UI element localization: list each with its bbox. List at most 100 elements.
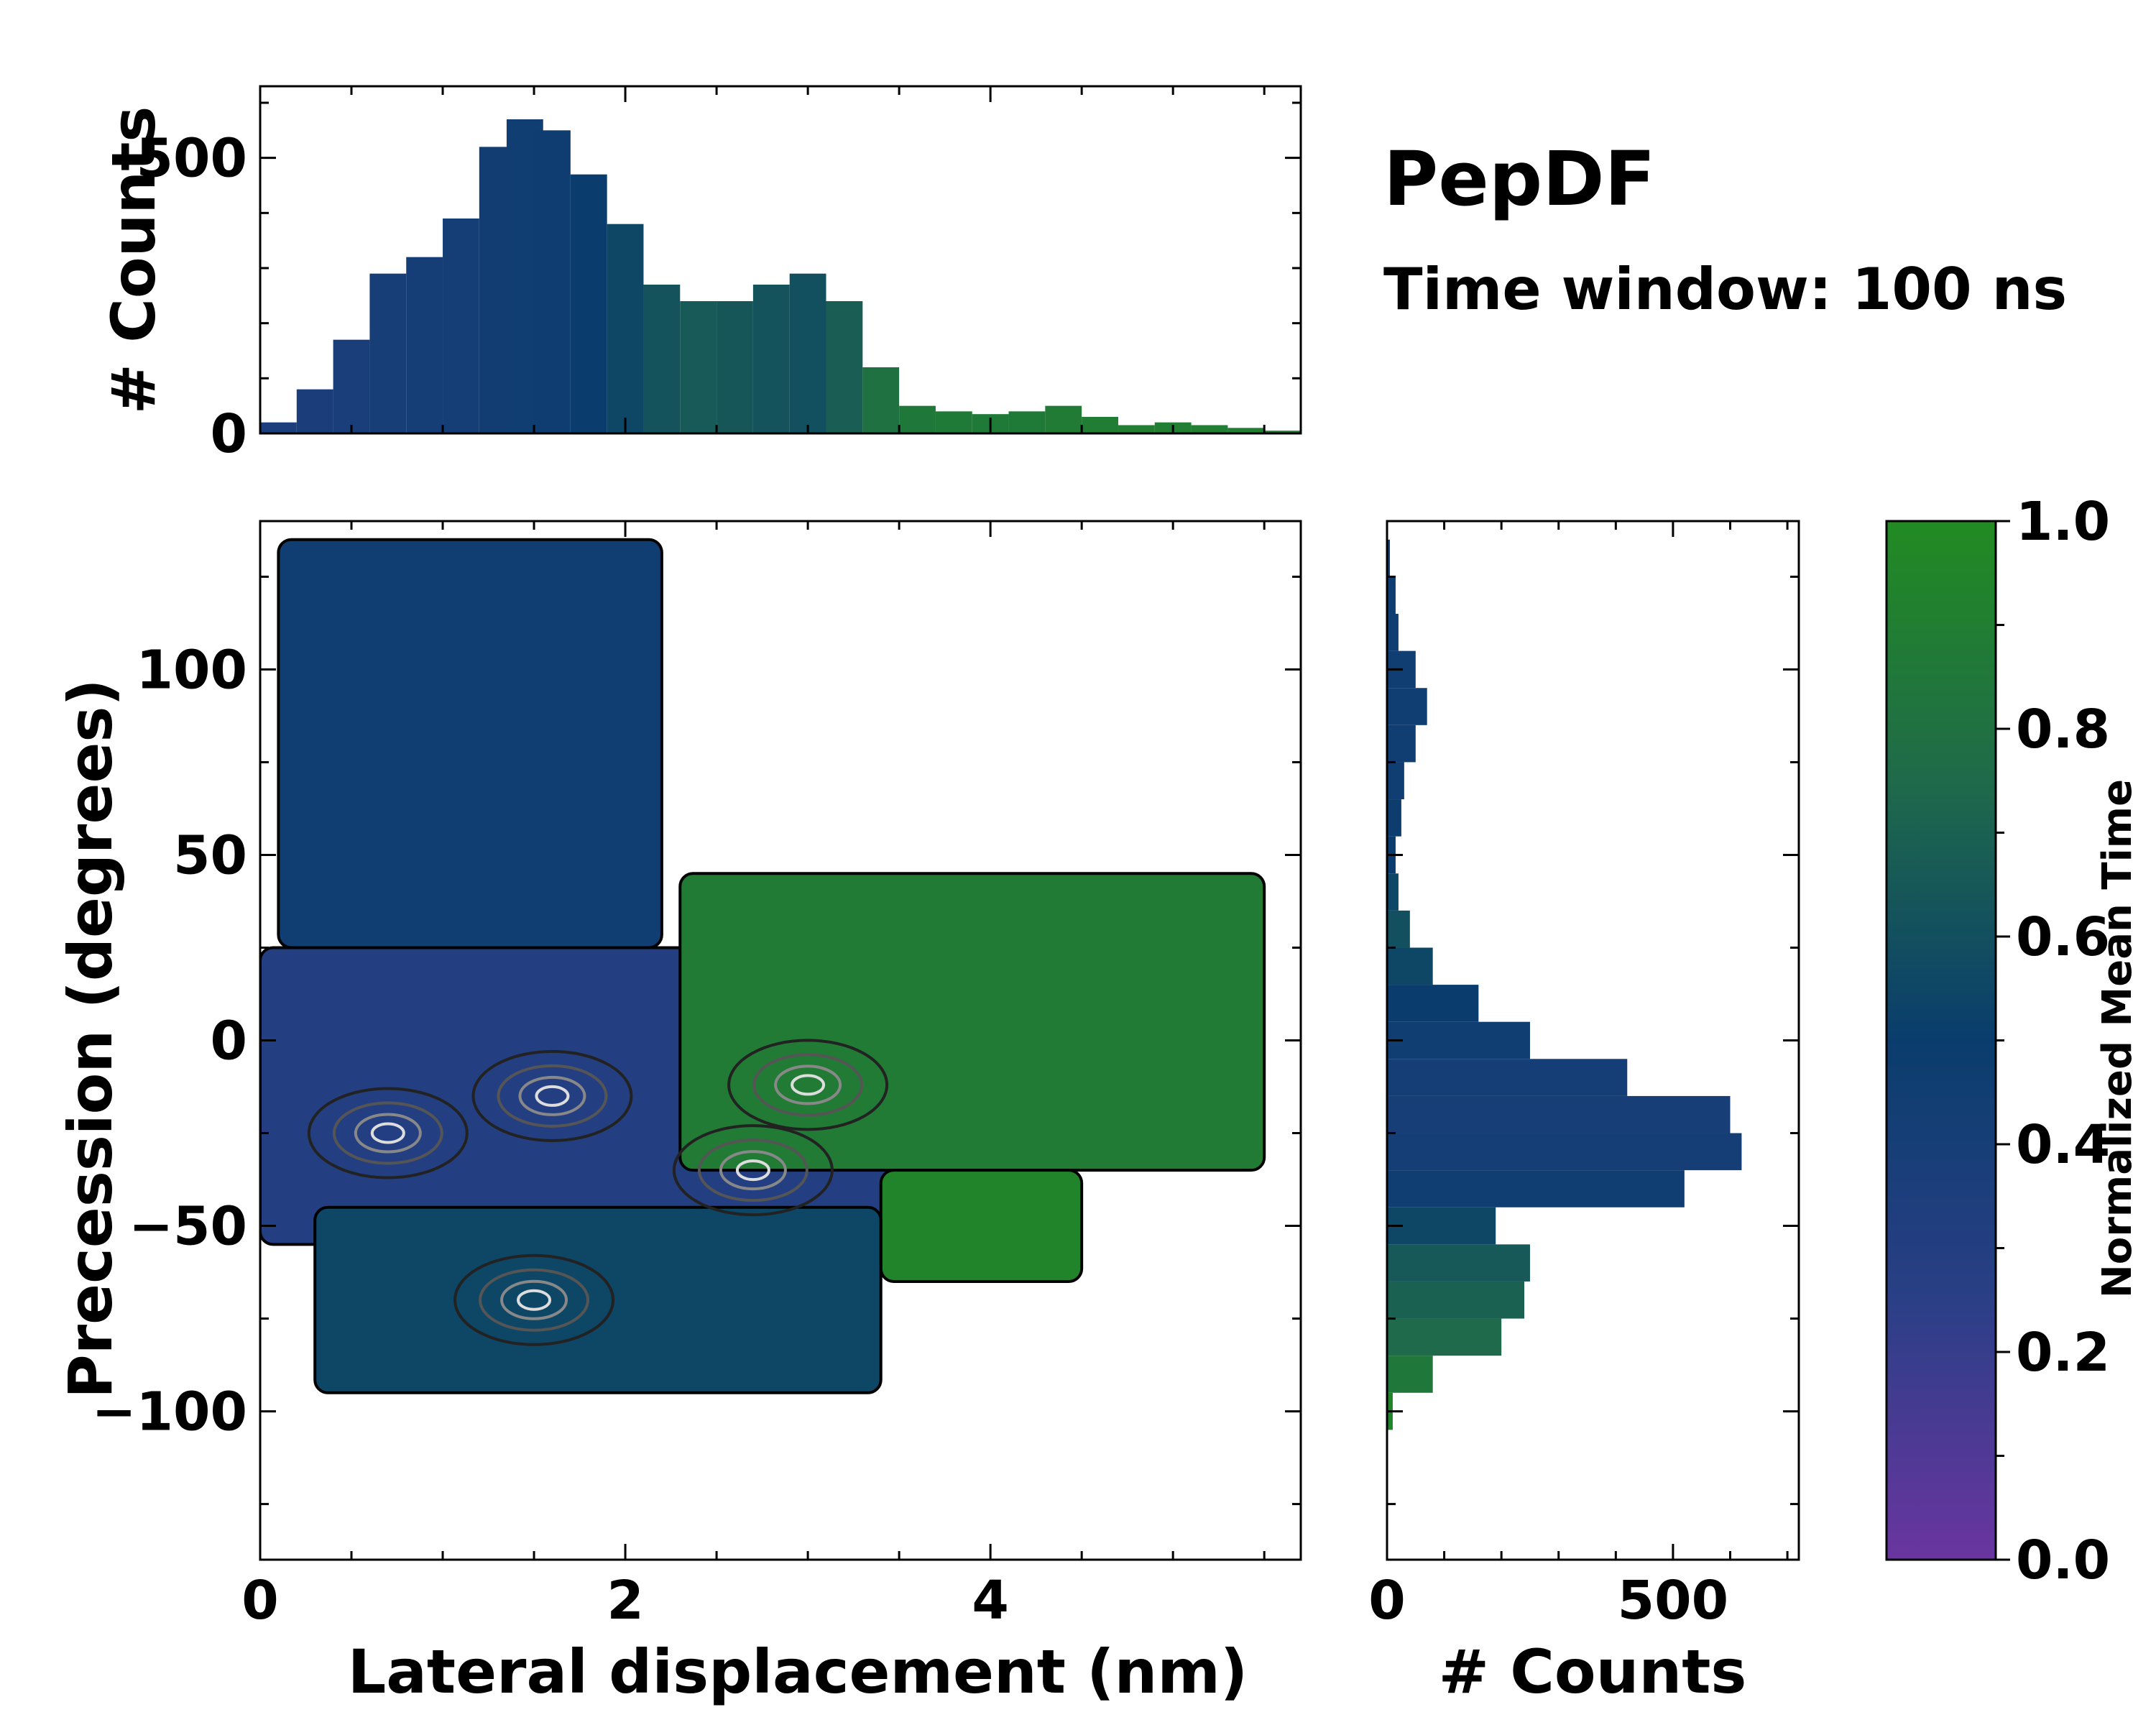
top-histogram-bar — [1264, 431, 1301, 433]
top-histogram-bar — [369, 273, 407, 433]
top-histogram-bar — [862, 367, 900, 433]
right-histogram-bar — [1387, 762, 1404, 800]
right-histogram-bar — [1387, 910, 1410, 948]
heatmap-region — [879, 1169, 1084, 1283]
right-xtick-label: 500 — [1618, 1570, 1728, 1632]
right-histogram-bar — [1387, 985, 1479, 1022]
colorbar-tick-label: 0.2 — [2016, 1322, 2110, 1384]
density-contour — [500, 1279, 568, 1320]
right-histogram-bar — [1387, 1318, 1502, 1356]
density-contour — [307, 1087, 469, 1179]
right-histogram: 0 500 # Counts — [1368, 520, 1800, 1707]
density-contour — [479, 1268, 590, 1332]
top-histogram-frame — [259, 85, 1302, 435]
top-histogram-bar — [607, 224, 644, 433]
main-xtick-label: 0 — [241, 1570, 279, 1632]
colorbar-label: Normalized Mean Time — [2094, 779, 2141, 1298]
main-xtick-label: 2 — [607, 1570, 644, 1632]
main-ytick-label: 100 — [137, 639, 247, 701]
top-histogram-bar — [789, 273, 826, 433]
right-histogram-bar — [1387, 1207, 1496, 1245]
top-histogram-bar — [717, 301, 753, 433]
main-xlabel: Lateral displacement (nm) — [348, 1637, 1248, 1707]
top-histogram-bar — [333, 339, 370, 433]
top-histogram-bar — [406, 257, 443, 433]
density-contour — [535, 1085, 570, 1107]
heatmap-region — [313, 1205, 883, 1394]
right-histogram-bar — [1387, 873, 1399, 911]
top-histogram-bar — [643, 285, 681, 433]
right-histogram-bar — [1387, 1244, 1530, 1282]
heatmap-region — [277, 538, 663, 949]
density-contour — [453, 1254, 615, 1346]
right-histogram-bar — [1387, 614, 1399, 651]
top-histogram-bar — [296, 389, 333, 433]
top-histogram-bar — [1008, 411, 1046, 433]
density-contour — [332, 1101, 443, 1165]
main-ylabel: Precession (degrees) — [55, 678, 126, 1399]
top-histogram-bar — [1118, 425, 1155, 433]
density-contour — [697, 1138, 808, 1202]
right-histogram-bar — [1387, 724, 1416, 763]
colorbar-tick-label: 1.0 — [2016, 491, 2110, 553]
right-histogram-bar — [1387, 947, 1433, 985]
top-ytick-label: 500 — [137, 128, 247, 190]
right-histogram-bar — [1387, 1281, 1524, 1319]
main-ytick-label: −50 — [129, 1196, 247, 1258]
top-histogram-bar — [826, 301, 863, 433]
colorbar-tick-label: 0.8 — [2016, 699, 2110, 760]
right-xtick-label: 0 — [1368, 1570, 1406, 1632]
top-histogram-bar — [752, 285, 790, 433]
main-ytick-label: −100 — [92, 1381, 247, 1443]
main-xtick-label: 4 — [972, 1570, 1009, 1632]
right-histogram-bar — [1387, 1059, 1628, 1096]
figure-title: PepDF — [1383, 135, 1656, 223]
top-histogram-bar — [1045, 405, 1082, 433]
top-ytick-label: 0 — [211, 403, 248, 465]
right-histogram-bar — [1387, 576, 1396, 615]
colorbar-tick-label: 0.6 — [2016, 906, 2110, 968]
right-histogram-bar — [1387, 688, 1427, 725]
top-histogram-bar — [260, 422, 297, 433]
right-histogram-bar — [1387, 1133, 1742, 1171]
density-contour — [497, 1064, 608, 1128]
right-histogram-bar — [1387, 799, 1401, 837]
top-histogram-bar — [570, 174, 607, 433]
density-contour — [727, 1039, 889, 1131]
density-contour — [774, 1064, 842, 1105]
density-contour — [752, 1053, 864, 1117]
main-ytick-label: 0 — [211, 1011, 248, 1072]
density-contour — [735, 1159, 770, 1182]
top-histogram-bar — [443, 218, 479, 433]
figure-subtitle: Time window: 100 ns — [1383, 256, 2067, 323]
density-contour — [791, 1074, 826, 1096]
top-histogram: 0 500 # Counts — [98, 85, 1302, 465]
top-histogram-bar — [534, 130, 571, 434]
top-histogram-bar — [1082, 417, 1118, 433]
density-contour — [518, 1075, 586, 1116]
right-histogram-bar — [1387, 1021, 1530, 1059]
density-contour — [517, 1289, 552, 1311]
right-histogram-bar — [1387, 539, 1390, 577]
density-contour — [370, 1122, 405, 1144]
top-histogram-bar — [680, 301, 717, 433]
colorbar-tick-label: 0.0 — [2016, 1530, 2110, 1591]
top-histogram-bar — [899, 405, 936, 433]
right-histogram-bar — [1387, 1095, 1731, 1133]
top-histogram-bar — [935, 411, 972, 433]
right-histogram-bar — [1387, 1170, 1685, 1208]
main-heatmap: 0 2 4 −100 −50 0 50 100 Lateral displacement (n… — [55, 520, 1302, 1707]
top-histogram-bar — [1227, 428, 1265, 433]
top-histogram-bar — [1191, 425, 1228, 433]
density-contour — [672, 1124, 834, 1217]
right-histogram-xlabel: # Counts — [1439, 1637, 1747, 1707]
density-contour — [354, 1113, 422, 1154]
colorbar-gradient — [1885, 520, 1997, 1561]
main-ytick-label: 50 — [173, 824, 247, 886]
colorbar: 0.0 0.2 0.4 0.6 0.8 1.0 Normalized Mean Time — [1885, 491, 2141, 1591]
colorbar-tick-label: 0.4 — [2016, 1114, 2110, 1176]
density-contour — [471, 1049, 633, 1142]
right-histogram-bar — [1387, 1356, 1433, 1393]
density-contour — [719, 1150, 787, 1191]
